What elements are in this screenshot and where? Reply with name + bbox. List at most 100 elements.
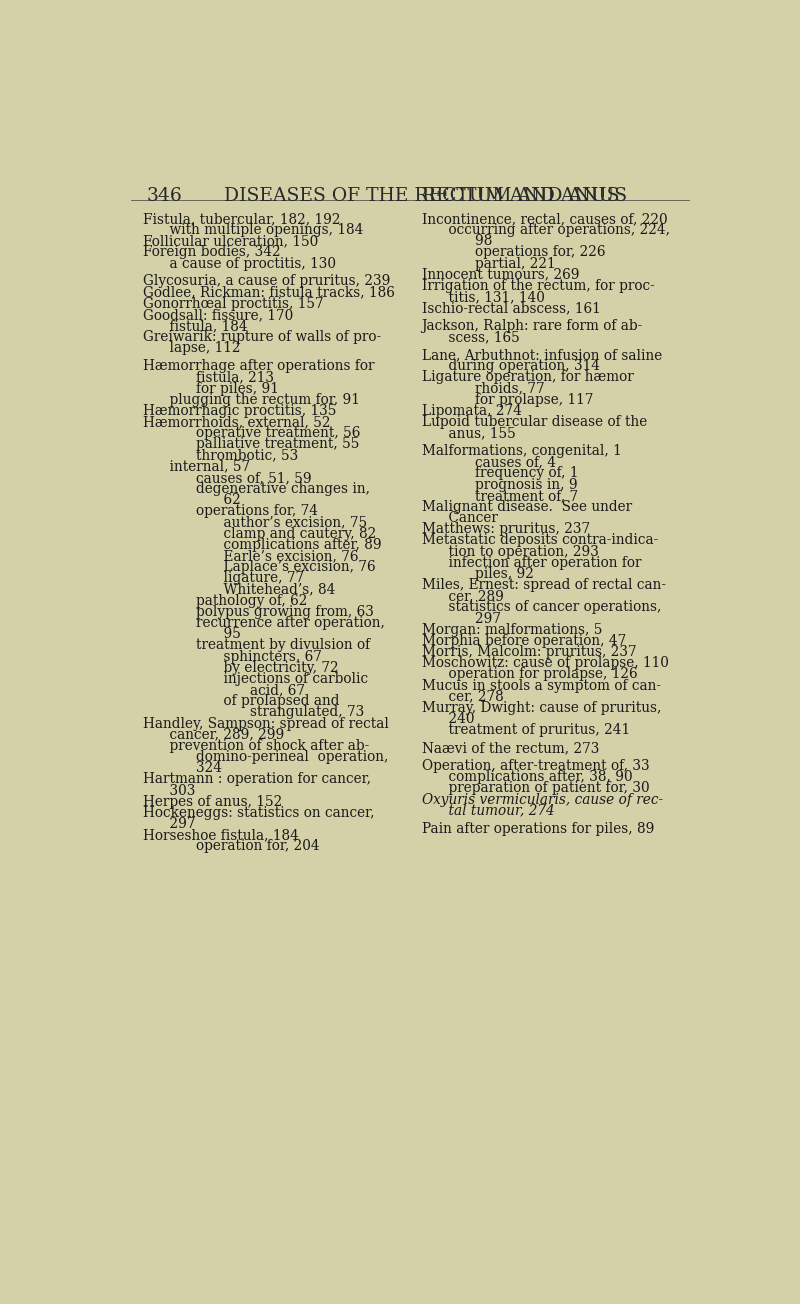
Text: 98: 98 <box>440 235 493 248</box>
Text: for piles, 91: for piles, 91 <box>162 382 279 395</box>
Text: causes of, 51, 59: causes of, 51, 59 <box>162 471 312 485</box>
Text: prevention of shock after ab-: prevention of shock after ab- <box>152 739 369 752</box>
Text: Glycosuria, a cause of pruritus, 239: Glycosuria, a cause of pruritus, 239 <box>142 274 390 288</box>
Text: ligature, 77: ligature, 77 <box>170 571 304 585</box>
Text: Lupoid tubercular disease of the: Lupoid tubercular disease of the <box>422 415 647 429</box>
Text: during operation, 314: during operation, 314 <box>431 360 600 373</box>
Text: operations for, 226: operations for, 226 <box>440 245 606 259</box>
Text: Follicular ulceration, 150: Follicular ulceration, 150 <box>142 235 318 248</box>
Text: frequency of, 1: frequency of, 1 <box>440 467 578 480</box>
Text: complications after, 38, 90: complications after, 38, 90 <box>431 771 633 784</box>
Text: Naævi of the rectum, 273: Naævi of the rectum, 273 <box>422 741 599 755</box>
Text: Gonorrhœal proctitis, 157: Gonorrhœal proctitis, 157 <box>142 297 323 310</box>
Text: 324: 324 <box>162 762 222 776</box>
Text: fistula, 213: fistula, 213 <box>162 370 274 385</box>
Text: domino-perineal  operation,: domino-perineal operation, <box>162 750 389 764</box>
Text: plugging the rectum for, 91: plugging the rectum for, 91 <box>152 393 360 407</box>
Text: Morphia before operation, 47: Morphia before operation, 47 <box>422 634 626 648</box>
Text: operative treatment, 56: operative treatment, 56 <box>162 426 361 441</box>
Text: treatment by divulsion of: treatment by divulsion of <box>162 639 370 652</box>
Text: a cause of proctitis, 130: a cause of proctitis, 130 <box>152 257 336 270</box>
Text: Laplace’s excision, 76: Laplace’s excision, 76 <box>170 561 375 574</box>
Text: sphincters, 67: sphincters, 67 <box>170 649 322 664</box>
Text: injections of carbolic: injections of carbolic <box>170 672 368 686</box>
Text: Jackson, Ralph: rare form of ab-: Jackson, Ralph: rare form of ab- <box>422 319 643 333</box>
Text: Herpes of anus, 152: Herpes of anus, 152 <box>142 794 282 808</box>
Text: Innocent tumours, 269: Innocent tumours, 269 <box>422 267 579 282</box>
Text: causes of, 4: causes of, 4 <box>440 455 556 469</box>
Text: treatment of pruritus, 241: treatment of pruritus, 241 <box>431 724 630 737</box>
Text: Lane, Arbuthnot: infusion of saline: Lane, Arbuthnot: infusion of saline <box>422 348 662 363</box>
Text: Fistula, tubercular, 182, 192: Fistula, tubercular, 182, 192 <box>142 213 340 226</box>
Text: Morris, Malcolm: pruritus, 237: Morris, Malcolm: pruritus, 237 <box>422 645 636 659</box>
Text: Ligature operation, for hæmor: Ligature operation, for hæmor <box>422 370 634 385</box>
Text: statistics of cancer operations,: statistics of cancer operations, <box>431 600 662 614</box>
Text: internal, 57: internal, 57 <box>152 460 250 473</box>
Text: Godlee, Rickman: fistula tracks, 186: Godlee, Rickman: fistula tracks, 186 <box>142 286 394 300</box>
Text: tal tumour, 274: tal tumour, 274 <box>431 803 554 818</box>
Text: thrombotic, 53: thrombotic, 53 <box>162 449 298 463</box>
Text: complications after, 89: complications after, 89 <box>170 539 381 552</box>
Text: recurrence after operation,: recurrence after operation, <box>162 615 385 630</box>
Text: pathology of, 62: pathology of, 62 <box>162 593 308 608</box>
Text: piles, 92: piles, 92 <box>440 567 534 582</box>
Text: cancer, 289, 299: cancer, 289, 299 <box>152 728 284 742</box>
Text: tion to operation, 293: tion to operation, 293 <box>431 545 598 558</box>
Text: Hartmann : operation for cancer,: Hartmann : operation for cancer, <box>142 772 370 786</box>
Text: anus, 155: anus, 155 <box>431 426 516 441</box>
Text: of prolapsed and: of prolapsed and <box>170 694 339 708</box>
Text: with multiple openings, 184: with multiple openings, 184 <box>152 223 363 237</box>
Text: strangulated, 73: strangulated, 73 <box>180 705 364 720</box>
Text: RECTUM AND ANUS: RECTUM AND ANUS <box>422 186 626 205</box>
Text: Pain after operations for piles, 89: Pain after operations for piles, 89 <box>422 822 654 836</box>
Text: Horseshoe fistula, 184: Horseshoe fistula, 184 <box>142 828 298 842</box>
Text: Miles, Ernest: spread of rectal can-: Miles, Ernest: spread of rectal can- <box>422 578 666 592</box>
Text: for prolapse, 117: for prolapse, 117 <box>440 393 594 407</box>
Text: Hæmorrhoids, external, 52: Hæmorrhoids, external, 52 <box>142 415 330 429</box>
Text: by electricity, 72: by electricity, 72 <box>170 661 338 674</box>
Text: occurring after operations, 224,: occurring after operations, 224, <box>431 223 670 237</box>
Text: Morgan: malformations, 5: Morgan: malformations, 5 <box>422 623 602 636</box>
Text: acid, 67: acid, 67 <box>180 683 305 698</box>
Text: cer, 278: cer, 278 <box>431 690 504 704</box>
Text: titis, 131, 140: titis, 131, 140 <box>431 289 545 304</box>
Text: Hæmorrhage after operations for: Hæmorrhage after operations for <box>142 360 374 373</box>
Text: Metastatic deposits contra-indica-: Metastatic deposits contra-indica- <box>422 533 658 548</box>
Text: rhoids, 77: rhoids, 77 <box>440 382 545 395</box>
Text: 297: 297 <box>440 612 502 626</box>
Text: operation for prolapse, 126: operation for prolapse, 126 <box>431 668 638 682</box>
Text: Irrigation of the rectum, for proc-: Irrigation of the rectum, for proc- <box>422 279 654 293</box>
Text: cer, 289: cer, 289 <box>431 589 504 604</box>
Text: operations for, 74: operations for, 74 <box>162 505 318 519</box>
Text: Handley, Sampson: spread of rectal: Handley, Sampson: spread of rectal <box>142 717 389 730</box>
Text: 346: 346 <box>146 186 182 205</box>
Text: Greiwarik: rupture of walls of pro-: Greiwarik: rupture of walls of pro- <box>142 330 381 344</box>
Text: prognosis in, 9: prognosis in, 9 <box>440 477 578 492</box>
Text: Murray, Dwight: cause of pruritus,: Murray, Dwight: cause of pruritus, <box>422 702 661 715</box>
Text: Incontinence, rectal, causes of, 220: Incontinence, rectal, causes of, 220 <box>422 213 667 226</box>
Text: Cancer: Cancer <box>431 511 498 526</box>
Text: fistula, 184: fistula, 184 <box>152 319 247 333</box>
Text: DISEASES OF THE RECTUM AND ANUS: DISEASES OF THE RECTUM AND ANUS <box>224 186 619 205</box>
Text: author’s excision, 75: author’s excision, 75 <box>170 515 366 529</box>
Text: treatment of, 7: treatment of, 7 <box>440 489 578 503</box>
Text: polypus growing from, 63: polypus growing from, 63 <box>162 605 374 619</box>
Text: preparation of patient for, 30: preparation of patient for, 30 <box>431 781 650 795</box>
Text: degenerative changes in,: degenerative changes in, <box>162 482 370 496</box>
Text: Goodsall: fissure, 170: Goodsall: fissure, 170 <box>142 308 293 322</box>
Text: Whitehead’s, 84: Whitehead’s, 84 <box>170 583 335 597</box>
Text: operation for, 204: operation for, 204 <box>162 840 320 853</box>
Text: 95: 95 <box>170 627 240 642</box>
Text: Lipomata, 274: Lipomata, 274 <box>422 404 522 419</box>
Text: Matthews: pruritus, 237: Matthews: pruritus, 237 <box>422 523 590 536</box>
Text: 240: 240 <box>431 712 474 726</box>
Text: 297: 297 <box>152 818 195 831</box>
Text: Moschowitz: cause of prolapse, 110: Moschowitz: cause of prolapse, 110 <box>422 656 669 670</box>
Text: lapse, 112: lapse, 112 <box>152 342 241 356</box>
Text: scess, 165: scess, 165 <box>431 330 520 344</box>
Text: Hæmorrhagic proctitis, 135: Hæmorrhagic proctitis, 135 <box>142 404 336 419</box>
Text: Ischio-rectal abscess, 161: Ischio-rectal abscess, 161 <box>422 301 600 316</box>
Text: Foreign bodies, 342: Foreign bodies, 342 <box>142 245 280 259</box>
Text: Earle’s excision, 76: Earle’s excision, 76 <box>170 549 358 563</box>
Text: Operation, after-treatment of, 33: Operation, after-treatment of, 33 <box>422 759 650 773</box>
